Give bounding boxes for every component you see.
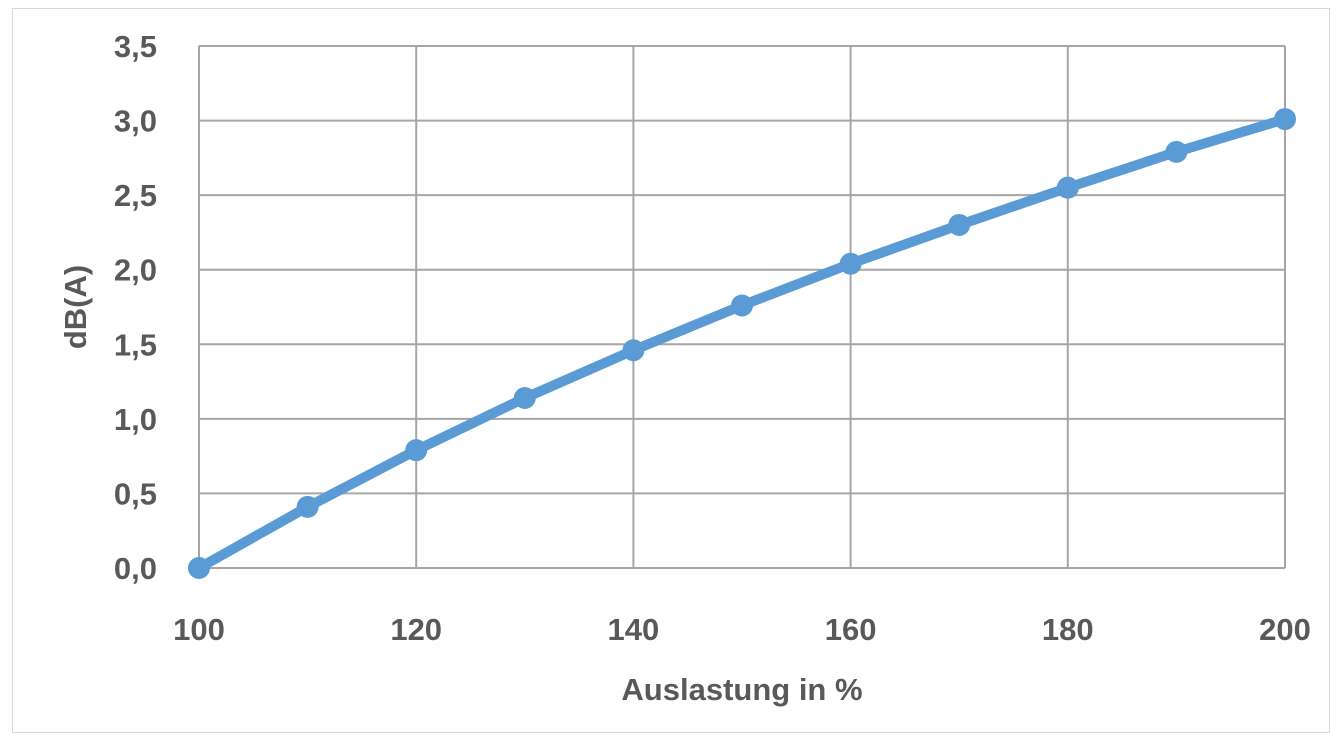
data-point: [622, 339, 645, 362]
x-axis-title: Auslastung in %: [621, 672, 862, 707]
series-layer: [188, 108, 1296, 579]
y-tick-label: 1,5: [114, 327, 157, 362]
x-tick-label: 200: [1259, 612, 1311, 647]
y-tick-label: 3,0: [114, 104, 157, 139]
x-axis-tick-labels: 100 120 140 160 180 200: [173, 612, 1311, 647]
x-tick-label: 180: [1042, 612, 1094, 647]
data-point: [948, 213, 971, 236]
data-point: [188, 557, 210, 579]
y-tick-label: 2,0: [114, 253, 157, 288]
y-tick-label: 3,5: [114, 29, 157, 64]
data-point: [839, 252, 862, 275]
y-tick-label: 1,0: [114, 402, 157, 437]
chart-frame: [12, 8, 1330, 733]
x-tick-label: 140: [608, 612, 660, 647]
gridlines: [198, 45, 1286, 569]
data-point: [1165, 140, 1188, 163]
data-point: [731, 294, 753, 317]
data-point: [296, 495, 319, 518]
data-point: [513, 386, 536, 409]
data-point: [405, 439, 428, 462]
data-point: [1056, 176, 1079, 199]
y-tick-label: 2,5: [114, 178, 157, 213]
x-tick-label: 100: [173, 612, 225, 647]
y-tick-label: 0,0: [114, 551, 157, 586]
y-tick-label: 0,5: [114, 476, 157, 511]
x-tick-label: 160: [825, 612, 877, 647]
data-point: [1274, 108, 1296, 131]
x-tick-label: 120: [390, 612, 442, 647]
y-axis-tick-labels: 0,0 0,5 1,0 1,5 2,0 2,5 3,0 3,5: [114, 29, 157, 586]
y-axis-title: dB(A): [58, 265, 93, 349]
